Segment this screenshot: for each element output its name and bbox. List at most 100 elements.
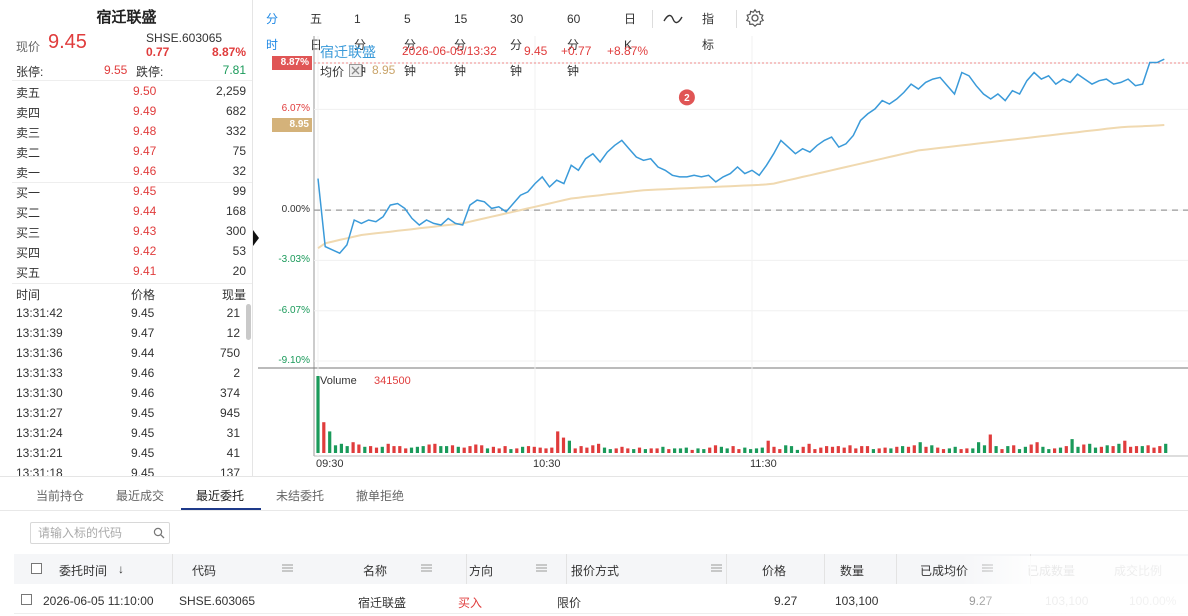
orderbook-level: 卖一 [16, 166, 41, 180]
tick-row: 13:31:27 9.45 945 [16, 403, 240, 423]
period-tab-6[interactable]: 60分钟 [567, 12, 581, 78]
volume-bar [1064, 446, 1068, 453]
volume-bar [374, 447, 379, 453]
volume-value: 341500 [374, 375, 411, 387]
tick-volume: 31 [226, 426, 240, 440]
volume-bar [924, 446, 928, 453]
column-menu-icon[interactable] [711, 564, 722, 572]
orders-tab-4[interactable]: 撤单拒绝 [356, 489, 405, 503]
volume-bar [445, 446, 449, 453]
tick-volume: 21 [226, 306, 240, 320]
volume-bar [409, 447, 414, 453]
select-all-checkbox[interactable] [31, 563, 42, 574]
volume-bar [1111, 446, 1115, 453]
orderbook-level: 买一 [16, 186, 41, 200]
col-price[interactable]: 价格 [762, 564, 787, 578]
close-icon [351, 66, 360, 75]
period-tab-3[interactable]: 5分钟 [404, 12, 417, 78]
period-tab-0[interactable]: 分时 [266, 12, 279, 52]
volume-bar [947, 448, 951, 453]
volume-bar [936, 447, 940, 453]
column-divider [566, 554, 567, 584]
col-order-time[interactable]: 委托时间 [59, 564, 108, 578]
orderbook-row: 卖三 9.48 332 [16, 121, 246, 141]
volume-bar [1000, 449, 1004, 453]
symbol-search-input[interactable] [30, 522, 170, 544]
avg-price-line [317, 124, 1165, 250]
period-tab-5[interactable]: 30分钟 [510, 12, 524, 78]
orders-tab-3[interactable]: 未结委托 [276, 489, 325, 503]
volume-bar [1017, 449, 1022, 453]
divider [12, 80, 252, 81]
volume-bar [1047, 449, 1051, 453]
col-fill-ratio[interactable]: 成交比例 [1114, 564, 1163, 578]
orders-tab-2[interactable]: 最近委托 [196, 489, 245, 503]
volume-bar [1058, 447, 1063, 453]
volume-bar [585, 447, 589, 453]
row-code: SHSE.603065 [179, 594, 256, 608]
volume-bar [1082, 444, 1086, 453]
ticks-header-time: 时间 [16, 288, 41, 302]
orderbook-volume: 99 [232, 184, 246, 198]
column-menu-icon[interactable] [982, 564, 993, 572]
volume-bar [333, 445, 338, 453]
tick-row: 13:31:42 9.45 21 [16, 303, 240, 323]
indicator-button[interactable]: 指标 [702, 12, 715, 52]
table-row[interactable]: 2026-06-05 11:10:00 SHSE.603065 宿迁联盛 买入 … [14, 586, 1188, 614]
tick-volume: 2 [233, 366, 240, 380]
tick-time: 13:31:30 [16, 386, 63, 400]
volume-bar [649, 448, 653, 453]
sort-desc-icon[interactable]: ↓ [118, 562, 124, 576]
volume-bar [532, 446, 536, 453]
volume-bar [1134, 446, 1139, 453]
line-chart-icon [663, 14, 683, 24]
volume-bar [643, 449, 647, 453]
intraday-chart[interactable]: 2 宿迁联盛 2026-06-05/13:32 9.45 +0.77 +8.87… [258, 36, 1188, 476]
tick-list-scrollbar[interactable] [246, 304, 251, 340]
tick-time: 13:31:36 [16, 346, 63, 360]
col-price-type[interactable]: 报价方式 [571, 564, 620, 578]
column-menu-icon[interactable] [282, 564, 293, 572]
tick-time: 13:31:18 [16, 466, 63, 476]
volume-bar [421, 446, 425, 453]
line-style-button[interactable] [662, 6, 684, 32]
orderbook-price: 9.42 [133, 244, 157, 258]
volume-bar [462, 447, 466, 453]
column-menu-icon[interactable] [536, 564, 547, 572]
quote-panel: 宿迁联盛 现价 9.45 SHSE.603065 0.77 8.87% 张停: … [0, 0, 253, 476]
volume-bar [626, 448, 630, 453]
trade-marker[interactable] [678, 89, 695, 106]
orderbook-volume: 75 [232, 144, 246, 158]
volume-bar [1012, 445, 1016, 453]
row-checkbox[interactable] [21, 594, 32, 605]
volume-bar [398, 446, 402, 453]
volume-bar [579, 446, 583, 453]
toolbar-divider [736, 10, 737, 28]
col-name[interactable]: 名称 [363, 564, 388, 578]
col-filled-qty[interactable]: 已成数量 [1027, 564, 1076, 578]
column-menu-icon[interactable] [421, 564, 432, 572]
col-side[interactable]: 方向 [469, 564, 494, 578]
col-avg-filled[interactable]: 已成均价 [920, 564, 969, 578]
volume-bar [597, 443, 601, 453]
tick-row: 13:31:21 9.45 41 [16, 443, 240, 463]
avg-price-toggle[interactable] [349, 64, 362, 77]
tick-price: 9.44 [131, 346, 155, 360]
period-tab-4[interactable]: 15分钟 [454, 12, 468, 78]
search-icon[interactable] [153, 527, 165, 539]
settings-button[interactable] [745, 8, 765, 34]
volume-bar [1146, 445, 1150, 453]
collapse-panel-arrow-icon[interactable] [253, 230, 259, 246]
col-code[interactable]: 代码 [192, 564, 217, 578]
volume-bar [392, 446, 396, 453]
column-divider [172, 554, 173, 584]
orders-tab-0[interactable]: 当前持仓 [36, 489, 85, 503]
chart-price: 9.45 [524, 44, 548, 58]
period-tab-2[interactable]: 1分钟 [354, 12, 367, 78]
volume-bar [503, 446, 507, 453]
period-tab-1[interactable]: 五日 [310, 12, 323, 52]
orders-tab-1[interactable]: 最近成交 [116, 489, 165, 503]
col-qty[interactable]: 数量 [840, 564, 865, 578]
y-value-badge-text: 8.87% [280, 57, 309, 68]
period-tab-7[interactable]: 日K [624, 12, 637, 52]
